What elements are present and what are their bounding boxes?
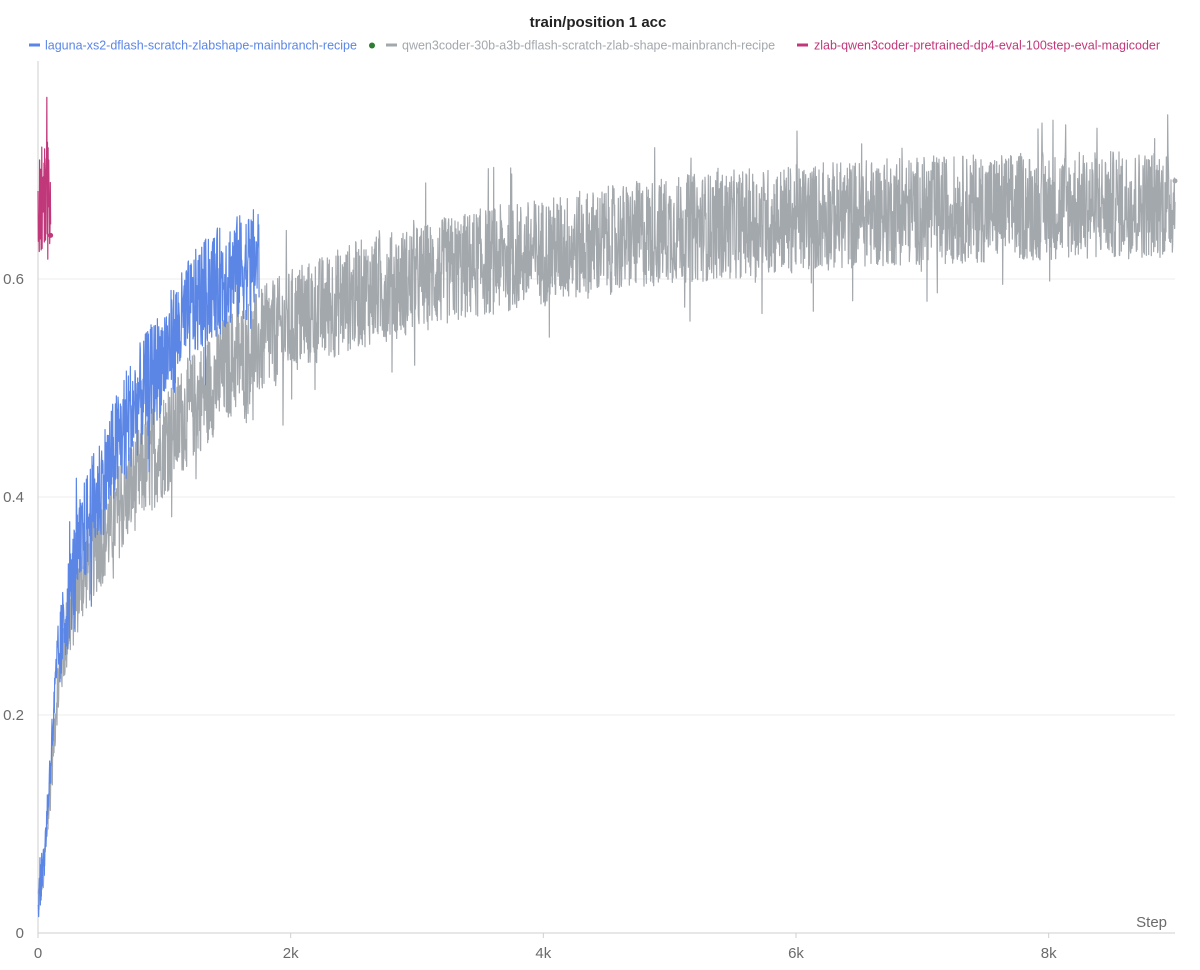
y-tick-label: 0.2 (3, 707, 24, 724)
y-tick-label: 0.6 (3, 271, 24, 288)
legend-label-zlab: zlab-qwen3coder-pretrained-dp4-eval-100s… (814, 39, 1160, 53)
y-axis-ticks: 0 0.2 0.4 0.6 (3, 271, 24, 942)
x-tick-label: 4k (535, 945, 551, 962)
x-tick-label: 6k (788, 945, 804, 962)
x-axis-ticks: 0 2k 4k 6k 8k (34, 933, 1057, 962)
x-tick-label: 0 (34, 945, 42, 962)
legend-status-dot (369, 42, 375, 49)
legend[interactable]: laguna-xs2-dflash-scratch-zlabshape-main… (29, 39, 1160, 53)
plot-area[interactable] (37, 96, 1178, 918)
legend-item-laguna[interactable]: laguna-xs2-dflash-scratch-zlabshape-main… (29, 39, 375, 53)
legend-item-qwen3coder[interactable]: qwen3coder-30b-a3b-dflash-scratch-zlab-s… (386, 39, 775, 53)
legend-item-zlab[interactable]: zlab-qwen3coder-pretrained-dp4-eval-100s… (797, 39, 1160, 53)
legend-label-laguna: laguna-xs2-dflash-scratch-zlabshape-main… (45, 39, 357, 53)
series-end-point (1172, 178, 1178, 184)
series-end-point (48, 232, 54, 238)
chart-title: train/position 1 acc (530, 14, 667, 31)
y-tick-label: 0.4 (3, 489, 24, 506)
legend-label-qwen3coder: qwen3coder-30b-a3b-dflash-scratch-zlab-s… (402, 39, 775, 53)
x-axis-label: Step (1136, 914, 1167, 931)
series-line-laguna[interactable] (37, 209, 260, 918)
x-tick-label: 2k (283, 945, 299, 962)
x-tick-label: 8k (1041, 945, 1057, 962)
series-line-qwen3coder[interactable] (37, 114, 1176, 910)
y-tick-label: 0 (16, 925, 24, 942)
series-line-zlab[interactable] (37, 96, 52, 260)
